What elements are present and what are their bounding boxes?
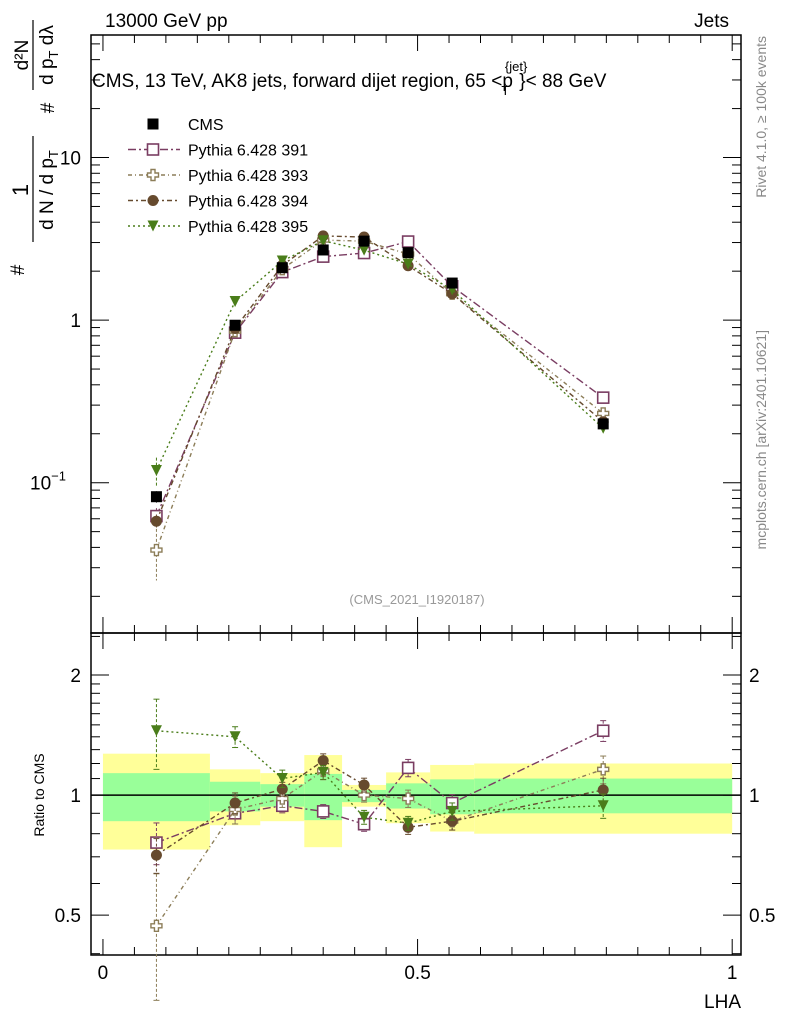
legend: CMS Pythia 6.428 391 Pythia 6.428 393 Pythi… — [128, 117, 308, 236]
y-tick-label: 10 — [60, 149, 81, 170]
legend-marker-down-triangle — [147, 220, 159, 232]
ratio-point-down-triangle — [446, 805, 458, 817]
ratio-point-open-square — [596, 724, 610, 738]
data-point-down-triangle — [402, 258, 414, 270]
ratio-y-tick-label-right: 0.5 — [749, 906, 775, 927]
cms-data-point — [597, 418, 609, 430]
svg-text:1: 1 — [8, 184, 33, 196]
x-tick-label: 1 — [727, 963, 738, 984]
ratio-point-circle — [358, 779, 370, 791]
ratio-y-tick-label-left: 0.5 — [55, 906, 81, 927]
data-point-down-triangle — [150, 464, 162, 476]
ratio-point-open-square — [150, 836, 163, 849]
ratio-point-circle — [276, 783, 288, 795]
ratio-point-open-cross — [596, 763, 610, 776]
mcplots-label: mcplots.cern.ch [arXiv:2401.10621] — [753, 330, 769, 549]
legend-marker-open-square — [146, 143, 160, 156]
data-point-open-square — [401, 235, 415, 248]
y-tick-label: 10−1 — [30, 469, 66, 495]
series-line-main — [155, 240, 604, 517]
ratio-point-circle — [597, 784, 609, 796]
ratio-point-down-triangle — [597, 800, 609, 812]
svg-text:#: # — [8, 264, 29, 275]
legend-label: Pythia 6.428 391 — [188, 143, 308, 160]
ratio-point-down-triangle — [358, 811, 370, 823]
ratio-point-open-square — [401, 761, 415, 775]
ratio-point-down-triangle — [229, 731, 241, 743]
chart-title: CMS, 13 TeV, AK8 jets, forward dijet reg… — [92, 59, 607, 98]
ratio-point-circle — [446, 815, 458, 827]
x-tick-label: 0.5 — [404, 963, 430, 984]
data-point-down-triangle — [229, 295, 241, 307]
ratio-point-circle — [317, 755, 329, 767]
svg-text:d N / d pT: d N / d pT — [37, 150, 61, 230]
legend-label: Pythia 6.428 394 — [188, 194, 308, 211]
ratio-y-tick-label-left: 2 — [70, 666, 81, 687]
ratio-y-tick-label-right: 1 — [749, 786, 760, 807]
rivet-label: Rivet 4.1.0, ≥ 100k events — [753, 36, 769, 198]
ratio-y-tick-label-left: 1 — [70, 786, 81, 807]
svg-text:#: # — [38, 102, 59, 113]
x-tick-label: 0 — [98, 963, 109, 984]
y-axis-label-ratio: Ratio to CMS — [31, 753, 47, 836]
ratio-frame — [90, 632, 742, 956]
cms-data-point — [446, 277, 458, 289]
data-point-down-triangle — [317, 235, 329, 247]
legend-marker-circle — [147, 195, 159, 206]
ratio-y-tick-label-right: 2 — [749, 666, 760, 687]
svg-text:d pT dλ: d pT dλ — [37, 25, 61, 85]
series-line-main — [155, 239, 604, 471]
ratio-panel — [90, 632, 742, 956]
x-axis-label: LHA — [704, 992, 741, 1013]
legend-label: Pythia 6.428 395 — [188, 219, 308, 236]
ratio-point-circle — [150, 849, 162, 861]
data-marks — [150, 230, 610, 1001]
analysis-label: (CMS_2021_I1920187) — [349, 592, 484, 607]
ratio-point-open-cross — [357, 788, 371, 802]
header-left: 13000 GeV pp — [105, 11, 228, 32]
ratio-point-down-triangle — [402, 817, 414, 829]
ratio-point-open-cross — [150, 919, 163, 932]
series-line-main — [155, 235, 604, 522]
cms-data-point — [317, 244, 329, 256]
ratio-point-down-triangle — [150, 725, 162, 737]
data-point-circle — [150, 515, 162, 527]
cms-data-point — [358, 235, 370, 247]
ratio-point-down-triangle — [276, 773, 288, 785]
data-point-open-cross — [150, 543, 163, 557]
ratio-point-circle — [229, 797, 241, 809]
legend-label: CMS — [188, 117, 224, 134]
y-axis-label-main: # 1 d N / d pT # d²N d pT dλ — [8, 20, 61, 275]
data-point-down-triangle — [358, 244, 370, 256]
cms-data-point — [229, 319, 241, 331]
legend-label: Pythia 6.428 393 — [188, 168, 308, 185]
svg-text:d²N: d²N — [12, 40, 33, 71]
series-line-ratio — [156, 730, 604, 844]
ratio-point-open-square — [316, 805, 330, 818]
data-point-open-square — [596, 391, 610, 404]
cms-data-point — [276, 262, 288, 274]
header-right: Jets — [694, 11, 729, 32]
cms-data-point — [150, 491, 162, 503]
cms-data-point — [402, 247, 414, 259]
stat-uncertainty-band — [102, 773, 210, 822]
y-tick-label: 1 — [70, 311, 81, 332]
legend-marker-open-cross — [146, 168, 160, 182]
legend-marker-filled-square — [147, 118, 159, 130]
ratio-point-down-triangle — [317, 766, 329, 778]
data-point-down-triangle — [276, 255, 288, 267]
series-line-ratio — [156, 730, 604, 824]
series-line-main — [155, 239, 604, 551]
ratio-point-open-cross — [401, 792, 415, 805]
series-line-ratio — [156, 759, 604, 856]
